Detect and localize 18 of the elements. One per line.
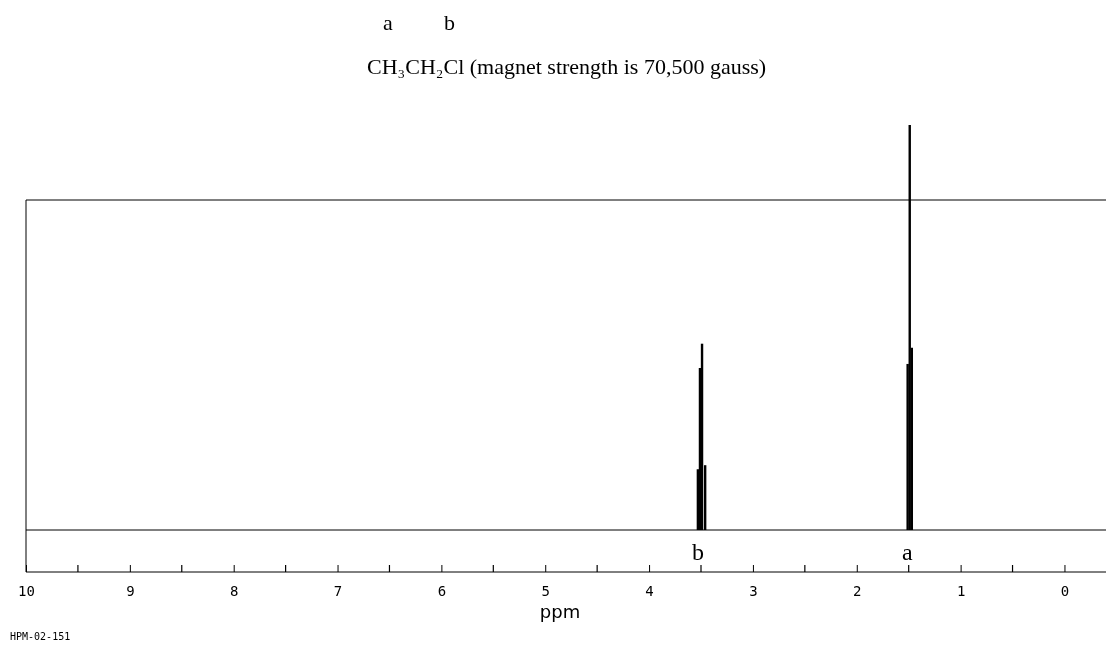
- x-tick-label: 3: [749, 582, 758, 599]
- x-tick-label: 1: [956, 582, 966, 599]
- x-tick-label: 8: [229, 582, 239, 599]
- text: HPM-02-151: [10, 631, 71, 642]
- x-axis-title: ppm: [539, 601, 581, 622]
- x-tick-label: 6: [437, 582, 447, 599]
- x-tick-label: 9: [126, 582, 135, 599]
- x-tick-label: 7: [333, 582, 343, 599]
- x-tick-label: 2: [853, 582, 862, 599]
- text: b: [692, 539, 704, 565]
- text: a: [383, 10, 393, 35]
- x-tick-label: 5: [541, 582, 550, 599]
- x-tick-label: 0: [1060, 582, 1070, 599]
- text: a: [902, 539, 913, 565]
- x-tick-label: 10: [18, 582, 35, 599]
- text: b: [444, 10, 455, 35]
- chart-title: CH₃CH₂Cl (magnet strength is 70,500 gauss): [367, 54, 767, 79]
- x-tick-label: 4: [645, 582, 654, 599]
